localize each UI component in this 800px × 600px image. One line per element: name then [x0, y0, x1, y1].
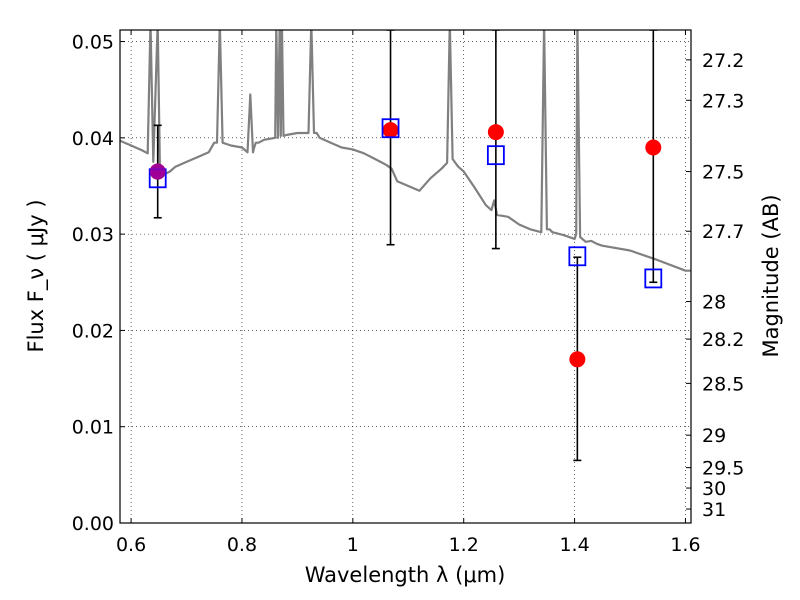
y-axis-title: Flux F_ν ( μJy ) — [24, 199, 49, 352]
model-point — [644, 268, 663, 289]
error-bars — [153, 30, 658, 462]
axis-ticks: 0.6 0.8 1 1.2 1.4 1.6 0.00 0.01 0.02 0.03 0.04 0.05… — [72, 30, 744, 556]
right-axis-title: Magnitude (AB) — [759, 194, 783, 357]
y-tick-label: 0.02 — [72, 320, 114, 342]
model-point — [486, 145, 505, 166]
data-points — [148, 118, 663, 368]
observed-point — [569, 351, 586, 368]
x-tick-label: 1.4 — [559, 534, 589, 556]
right-tick-label: 28 — [702, 292, 726, 314]
y-tick-label: 0.04 — [72, 128, 114, 150]
overlap-point — [149, 163, 166, 180]
y-tick-label: 0.05 — [72, 32, 114, 54]
right-tick-label: 27.2 — [702, 50, 744, 72]
grid-lines — [120, 30, 691, 523]
x-axis-title: Wavelength λ (μm) — [305, 563, 506, 587]
y-tick-label: 0.00 — [72, 513, 114, 535]
observed-point — [645, 139, 662, 156]
x-tick-label: 0.8 — [227, 534, 257, 556]
model-spectrum — [120, 30, 691, 272]
right-tick-label: 31 — [702, 499, 726, 521]
observed-point — [382, 122, 399, 139]
y-tick-label: 0.01 — [72, 417, 114, 439]
spectrum-line — [120, 30, 691, 272]
right-tick-label: 30 — [702, 478, 726, 500]
right-tick-label: 28.5 — [702, 373, 744, 395]
x-tick-label: 0.6 — [116, 534, 146, 556]
right-tick-label: 29 — [702, 425, 726, 447]
model-point — [381, 118, 400, 139]
y-tick-label: 0.03 — [72, 224, 114, 246]
x-tick-label: 1.6 — [670, 534, 700, 556]
right-tick-label: 28.2 — [702, 329, 744, 351]
right-tick-label: 29.5 — [702, 458, 744, 480]
model-point — [568, 246, 587, 267]
observed-point — [487, 124, 504, 141]
right-tick-label: 27.5 — [702, 162, 744, 184]
x-tick-label: 1.2 — [449, 534, 479, 556]
right-tick-label: 27.3 — [702, 90, 744, 112]
plot-frame — [119, 29, 692, 524]
right-tick-label: 27.7 — [702, 221, 744, 243]
x-tick-label: 1 — [347, 534, 359, 556]
